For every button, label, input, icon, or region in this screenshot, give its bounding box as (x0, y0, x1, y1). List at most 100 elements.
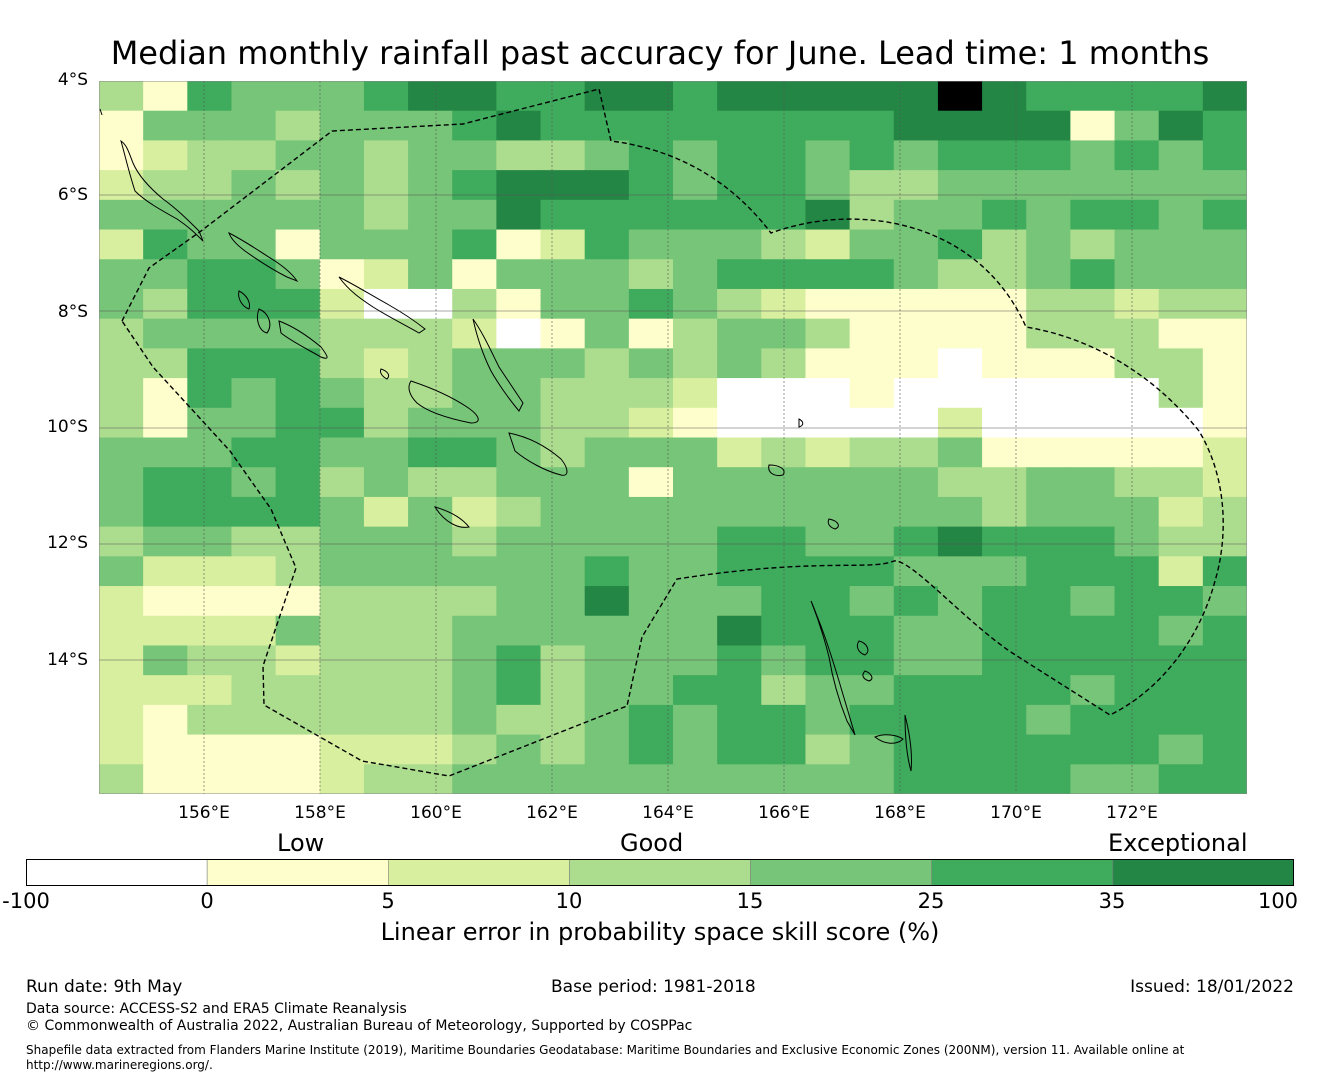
grid-cell (849, 110, 895, 142)
grid-cell (584, 645, 630, 676)
grid-cell (849, 81, 895, 112)
grid-cell (1026, 229, 1071, 260)
grid-cell (893, 615, 939, 647)
grid-cell (849, 615, 895, 647)
grid-cell (849, 407, 895, 439)
grid-cell (1202, 170, 1247, 201)
grid-cell (982, 110, 1027, 142)
grid-cell (187, 170, 233, 201)
grid-cell (1158, 734, 1204, 765)
grid-cell (717, 467, 762, 498)
grid-cell (540, 318, 586, 349)
grid-cell (99, 288, 144, 320)
grid-cell (275, 110, 321, 142)
grid-cell (275, 229, 321, 260)
grid-cell (540, 378, 586, 409)
grid-cell (540, 675, 586, 706)
grid-cell (275, 496, 321, 528)
grid-cell (231, 259, 277, 290)
grid-cell (849, 556, 895, 587)
grid-cell (1026, 526, 1071, 557)
grid-cell (408, 764, 453, 794)
grid-cell (584, 437, 630, 468)
grid-cell (849, 675, 895, 706)
grid-cell (231, 764, 277, 794)
grid-cell (805, 229, 851, 260)
grid-cell (363, 526, 409, 557)
grid-cell (319, 288, 365, 320)
grid-cell (805, 764, 851, 794)
grid-cell (1202, 675, 1247, 706)
lon-label-172e: 172°E (1106, 803, 1158, 823)
grid-cell (717, 318, 762, 349)
grid-cell (937, 81, 983, 112)
grid-cell (1114, 437, 1160, 468)
grid-cell (584, 586, 630, 617)
grid-cell (231, 526, 277, 557)
grid-cell (187, 437, 233, 468)
grid-cell (143, 318, 188, 349)
grid-cell (805, 259, 851, 290)
grid-cell (363, 229, 409, 260)
grid-cell (1070, 734, 1116, 765)
colorbar-axis-label: Linear error in probability space skill … (380, 918, 940, 946)
grid-cell (805, 81, 851, 112)
grid-cell (99, 170, 144, 201)
grid-cell (805, 170, 851, 201)
grid-cell (99, 378, 144, 409)
grid-cell (1070, 81, 1116, 112)
grid-cell (143, 170, 188, 201)
grid-cell (982, 675, 1027, 706)
grid-cell (496, 259, 542, 290)
eez-boundary (121, 88, 1224, 777)
grid-cell (628, 288, 674, 320)
grid-cell (1070, 764, 1116, 794)
grid-cell (673, 378, 718, 409)
grid-cell (319, 645, 365, 676)
grid-cell (982, 199, 1027, 231)
grid-cell (805, 378, 851, 409)
grid-cell (319, 526, 365, 557)
grid-cell (187, 704, 233, 736)
grid-cell (1026, 675, 1071, 706)
lon-label-162e: 162°E (526, 803, 578, 823)
grid-cell (584, 318, 630, 349)
grid-cell (187, 140, 233, 171)
grid-cell (673, 764, 718, 794)
grid-cell (628, 675, 674, 706)
grid-cell (937, 467, 983, 498)
grid-cell (187, 110, 233, 142)
run-date: Run date: 9th May (26, 977, 183, 997)
grid-cell (452, 556, 497, 587)
grid-cell (893, 675, 939, 706)
grid-cell (452, 318, 497, 349)
grid-cell (540, 407, 586, 439)
grid-cell (1026, 318, 1071, 349)
grid-cell (893, 348, 939, 379)
grid-cell (982, 170, 1027, 201)
grid-cell (319, 110, 365, 142)
grid-cell (319, 378, 365, 409)
grid-cell (982, 556, 1027, 587)
grid-cell (408, 348, 453, 379)
grid-cell (143, 140, 188, 171)
grid-cell (673, 437, 718, 468)
grid-cell (452, 496, 497, 528)
grid-cell (805, 615, 851, 647)
grid-cell (982, 734, 1027, 765)
grid-cell (1070, 526, 1116, 557)
grid-cell (761, 259, 807, 290)
grid-cell (496, 556, 542, 587)
grid-cell (99, 81, 144, 112)
grid-cell (452, 199, 497, 231)
grid-cell (143, 496, 188, 528)
grid-cell (761, 140, 807, 171)
grid-cell (275, 199, 321, 231)
grid-cell (275, 704, 321, 736)
grid-cell (363, 556, 409, 587)
grid-cell (717, 259, 762, 290)
grid-cell (584, 229, 630, 260)
grid-cell (540, 556, 586, 587)
grid-cell (408, 318, 453, 349)
grid-cell (452, 259, 497, 290)
